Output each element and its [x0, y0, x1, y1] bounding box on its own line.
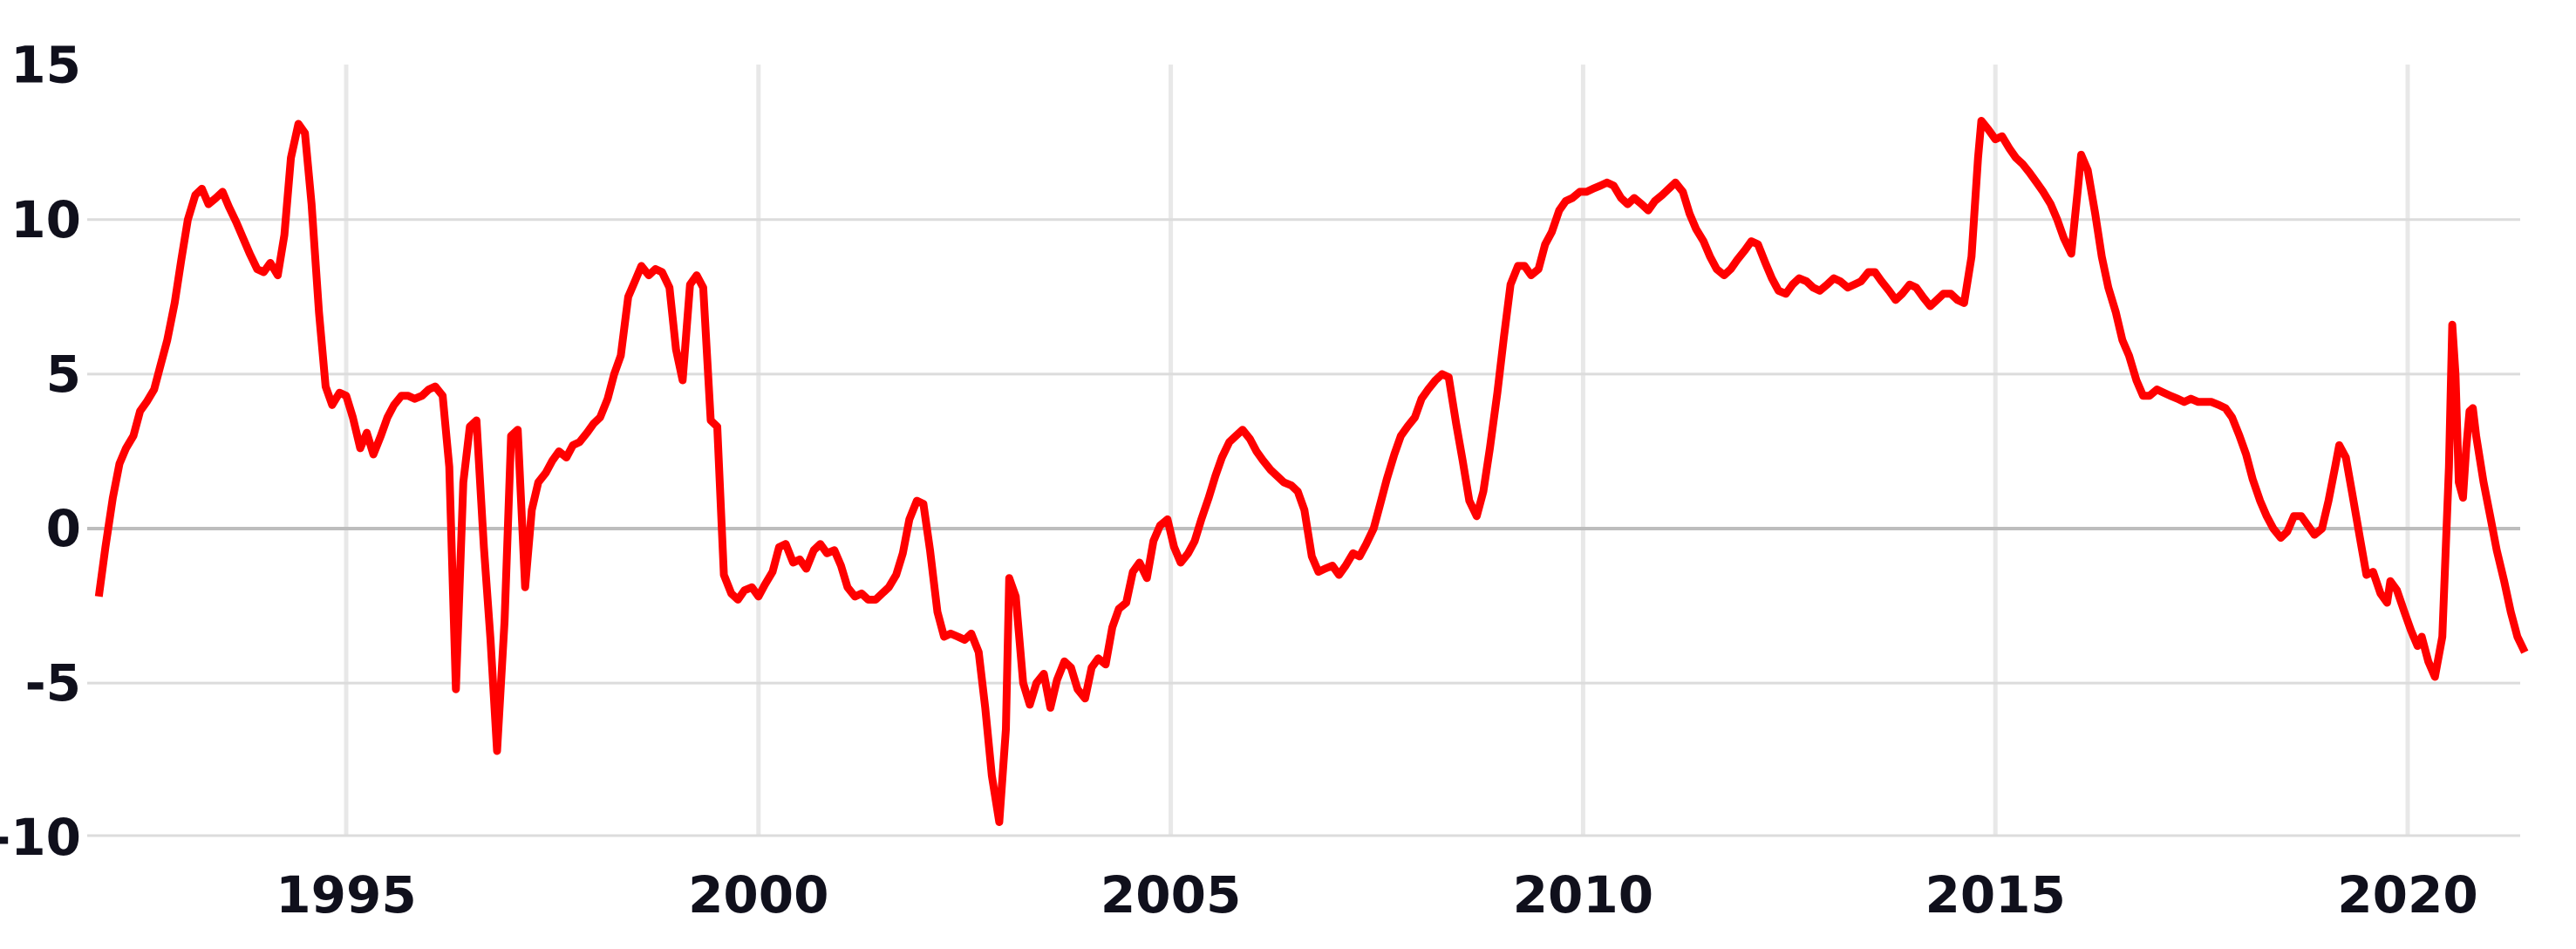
y-tick-label: 0 [46, 499, 81, 558]
y-axis-tick-labels: 15 10 5 0 -5 -10 [0, 36, 81, 868]
x-tick-label: 1995 [276, 865, 416, 925]
x-tick-label: 2010 [1513, 865, 1653, 925]
data-series-group [94, 117, 2529, 826]
x-tick-label: 2000 [688, 865, 828, 925]
x-tick-label: 2005 [1101, 865, 1241, 925]
y-tick-label: -5 [25, 653, 81, 713]
y-tick-label: -10 [0, 808, 81, 867]
y-tick-label: 10 [10, 190, 81, 249]
x-tick-label: 2020 [2337, 865, 2477, 925]
data-series-line [94, 117, 2529, 826]
y-tick-label: 5 [46, 345, 81, 404]
y-tick-label: 15 [10, 36, 81, 95]
x-tick-label: 2015 [1925, 865, 2065, 925]
x-axis-tick-labels: 1995 2000 2005 2010 2015 2020 [276, 865, 2477, 925]
vertical-gridlines [344, 65, 2410, 836]
